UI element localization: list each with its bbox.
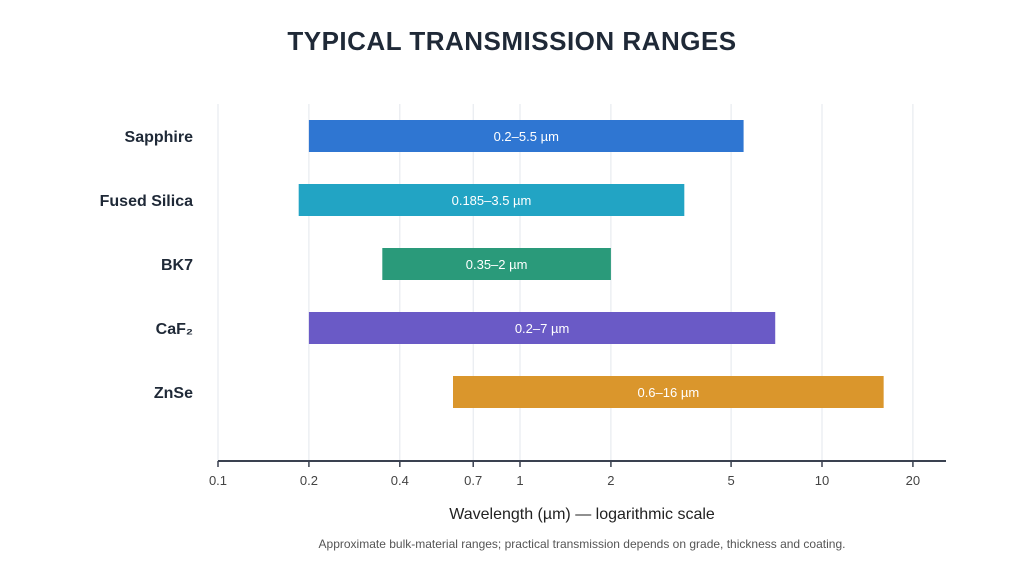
x-tick-label: 20 bbox=[906, 473, 920, 488]
range-bar bbox=[308, 312, 776, 344]
range-bar bbox=[453, 376, 884, 408]
x-axis-ticks: 0.1 0.2 0.4 0.7 1 2 5 10 20 bbox=[209, 461, 920, 488]
bar-value-label: 0.2–5.5 µm bbox=[494, 129, 559, 144]
category-label: CaF₂ bbox=[156, 321, 193, 338]
category-label: BK7 bbox=[161, 257, 193, 274]
category-label: Sapphire bbox=[125, 129, 194, 146]
x-tick-label: 2 bbox=[607, 473, 614, 488]
x-axis-title: Wavelength (µm) — logarithmic scale bbox=[449, 506, 715, 523]
x-tick-label: 0.1 bbox=[209, 473, 227, 488]
x-tick-label: 0.2 bbox=[300, 473, 318, 488]
range-bar bbox=[382, 248, 611, 280]
footnote: Approximate bulk-material ranges; practi… bbox=[318, 537, 846, 551]
category-labels: Sapphire Fused Silica BK7 CaF₂ ZnSe bbox=[100, 129, 193, 402]
category-label: Fused Silica bbox=[100, 193, 193, 210]
chart-title: TYPICAL TRANSMISSION RANGES bbox=[287, 26, 737, 56]
x-tick-label: 1 bbox=[516, 473, 523, 488]
range-bars: 0.2–5.5 µm 0.185–3.5 µm 0.35–2 µm 0.2–7 µm 0… bbox=[298, 120, 884, 408]
x-tick-label: 0.4 bbox=[391, 473, 409, 488]
bar-value-label: 0.2–7 µm bbox=[515, 321, 569, 336]
x-tick-label: 5 bbox=[727, 473, 734, 488]
category-label: ZnSe bbox=[154, 385, 193, 402]
range-bar bbox=[308, 120, 744, 152]
range-bar bbox=[298, 184, 685, 216]
bar-value-label: 0.6–16 µm bbox=[637, 385, 699, 400]
bar-value-label: 0.35–2 µm bbox=[466, 257, 528, 272]
x-tick-label: 0.7 bbox=[464, 473, 482, 488]
bar-value-label: 0.185–3.5 µm bbox=[452, 193, 532, 208]
x-tick-label: 10 bbox=[815, 473, 829, 488]
